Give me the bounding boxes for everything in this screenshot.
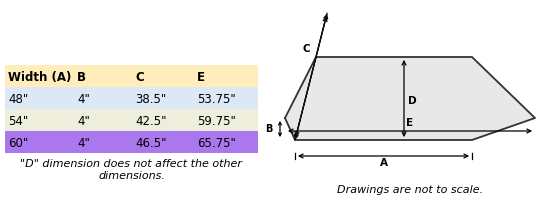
Polygon shape xyxy=(285,57,535,140)
Text: B: B xyxy=(77,71,86,84)
Bar xyxy=(5,131,258,153)
Text: 4": 4" xyxy=(77,115,90,128)
Text: 65.75": 65.75" xyxy=(197,137,236,150)
Text: C: C xyxy=(135,71,144,84)
Text: 53.75": 53.75" xyxy=(197,93,236,106)
Text: Drawings are not to scale.: Drawings are not to scale. xyxy=(337,185,483,195)
Text: "D" dimension does not affect the other
dimensions.: "D" dimension does not affect the other … xyxy=(21,159,243,181)
Text: 59.75": 59.75" xyxy=(197,115,236,128)
Text: 38.5": 38.5" xyxy=(135,93,166,106)
Bar xyxy=(5,87,258,109)
Text: Width (A): Width (A) xyxy=(8,71,71,84)
Text: E: E xyxy=(197,71,205,84)
Bar xyxy=(5,109,258,131)
Text: B: B xyxy=(265,124,273,134)
Text: 4": 4" xyxy=(77,93,90,106)
Text: 54": 54" xyxy=(8,115,28,128)
Text: 4": 4" xyxy=(77,137,90,150)
Text: 42.5": 42.5" xyxy=(135,115,167,128)
Text: 60": 60" xyxy=(8,137,28,150)
Text: 48": 48" xyxy=(8,93,28,106)
Text: C: C xyxy=(302,44,310,54)
Text: 46.5": 46.5" xyxy=(135,137,167,150)
Text: E: E xyxy=(407,118,414,128)
Bar xyxy=(5,65,258,87)
Text: D: D xyxy=(408,96,416,106)
Text: A: A xyxy=(379,158,387,168)
